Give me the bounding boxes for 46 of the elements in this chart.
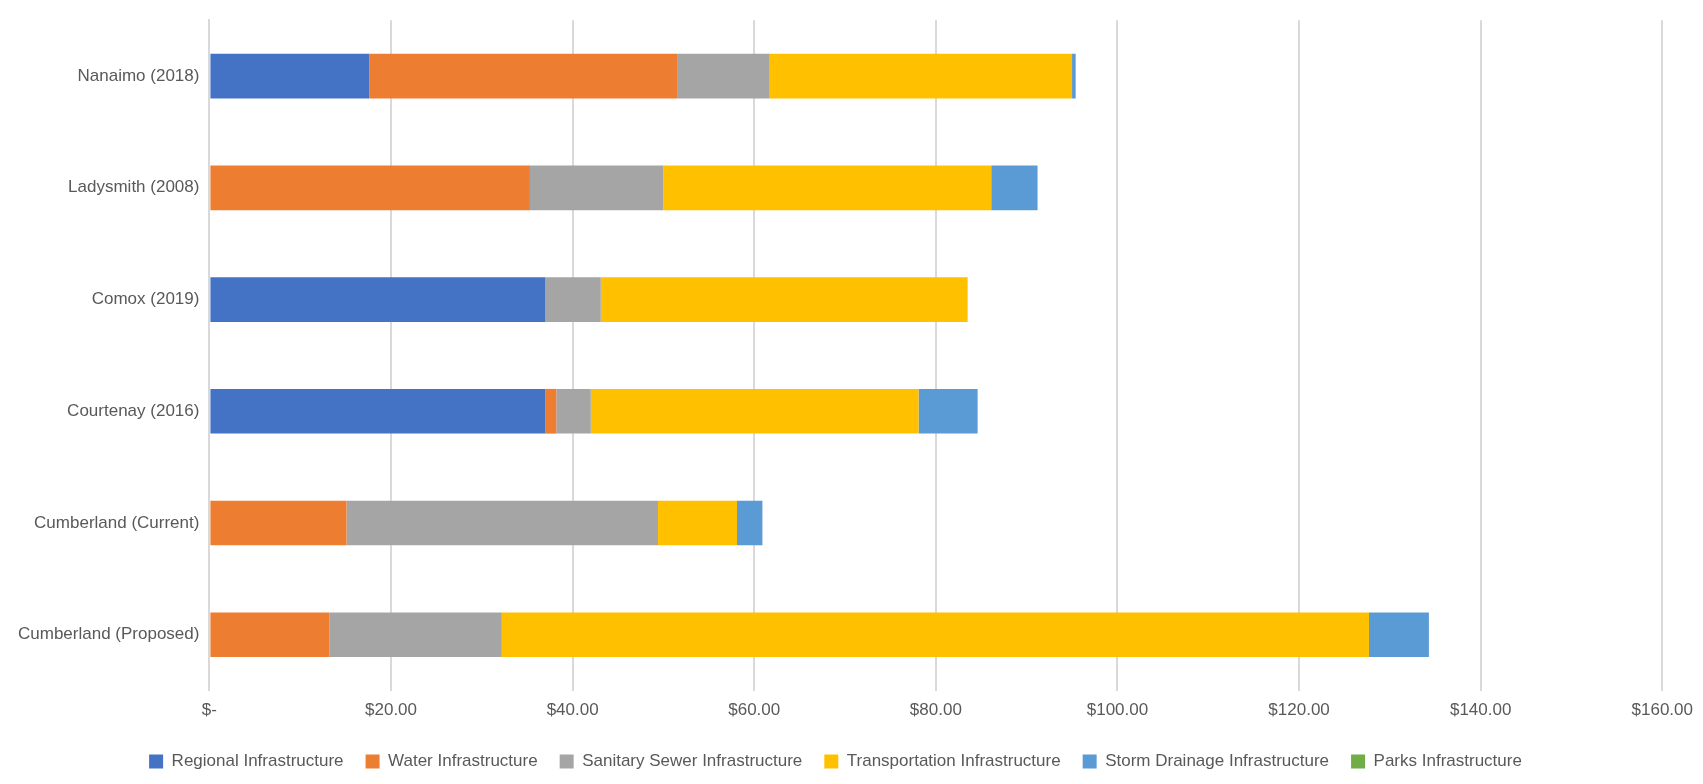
x-tick-label: $160.00 [1631,700,1693,720]
bar [210,277,546,322]
bar [769,53,1073,99]
legend-label: Regional Infrastructure [171,751,344,771]
legend-label: Transportation Infrastructure [846,751,1061,771]
bar [663,165,992,211]
bar [545,277,601,322]
bar [1072,53,1076,99]
legend-label: Storm Drainage Infrastructure [1105,751,1330,771]
y-tick-label: Ladysmith (2008) [68,177,200,197]
bar [329,612,502,658]
y-tick-label: Cumberland (Proposed) [18,624,200,644]
x-tick-label: $80.00 [909,700,962,720]
x-tick-label: $140.00 [1449,700,1512,720]
bar [346,500,658,546]
bar [657,500,737,546]
bar [1368,612,1429,658]
bar [736,500,763,546]
bar [918,388,978,434]
legend-label: Parks Infrastructure [1373,751,1522,771]
legend-label: Water Infrastructure [388,751,538,771]
bar [369,53,678,99]
bar [545,388,557,434]
x-tick-label: $- [201,700,217,720]
x-tick-label: $120.00 [1268,700,1330,720]
x-tick-label: $100.00 [1086,700,1149,720]
bar [556,388,591,434]
x-tick-label: $20.00 [365,700,418,720]
y-tick-label: Comox (2019) [91,289,200,309]
bar [600,277,968,322]
bar [501,612,1369,658]
bar [529,165,664,211]
legend-label: Sanitary Sewer Infrastructure [582,751,803,771]
bar [210,53,370,99]
y-tick-label: Nanaimo (2018) [77,65,200,85]
bar [991,165,1038,211]
bar [210,388,546,434]
bar [677,53,770,99]
y-tick-label: Courtenay (2016) [67,400,200,420]
bar [210,500,347,546]
bar [210,612,330,658]
bar [590,388,919,434]
x-tick-label: $60.00 [728,700,781,720]
y-tick-label: Cumberland (Current) [34,512,200,532]
bar [210,165,530,211]
x-tick-label: $40.00 [546,700,599,720]
